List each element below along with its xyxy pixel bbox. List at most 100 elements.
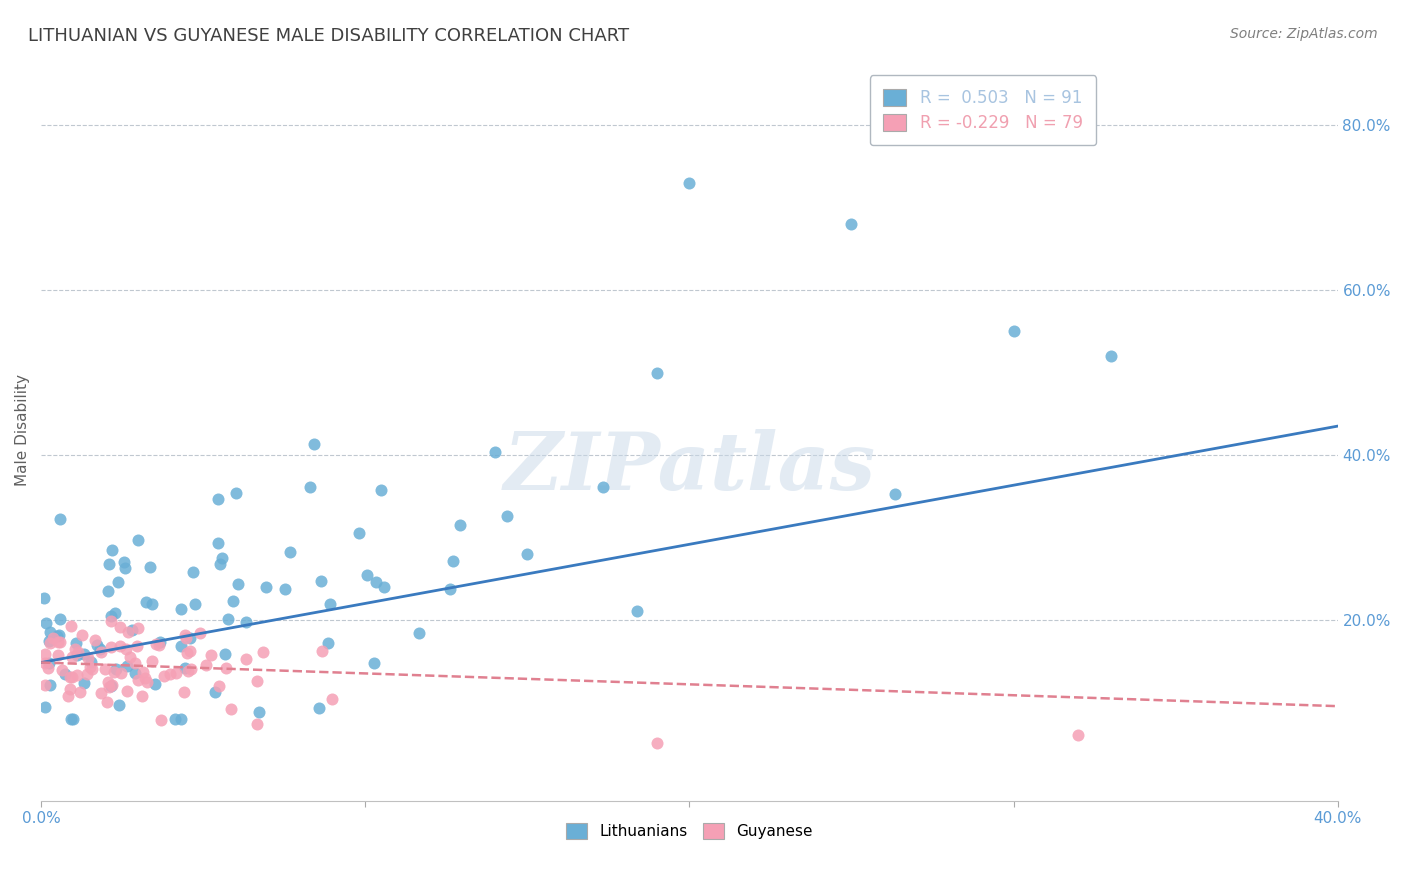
Point <box>165 665 187 680</box>
Point <box>516 548 538 562</box>
Point <box>100 614 122 628</box>
Point <box>59 619 82 633</box>
Point <box>176 646 198 660</box>
Point <box>59 681 82 696</box>
Point <box>97 583 120 598</box>
Point <box>35 615 58 630</box>
Point <box>127 621 149 635</box>
Point <box>34 591 56 605</box>
Point <box>115 659 138 673</box>
Point <box>59 670 82 684</box>
Point <box>117 625 139 640</box>
Point <box>134 671 156 685</box>
Point <box>200 648 222 663</box>
Point <box>165 712 187 726</box>
Point <box>311 574 333 588</box>
Point <box>173 661 195 675</box>
Point <box>49 612 72 626</box>
Point <box>645 736 668 750</box>
Text: LITHUANIAN VS GUYANESE MALE DISABILITY CORRELATION CHART: LITHUANIAN VS GUYANESE MALE DISABILITY C… <box>28 27 630 45</box>
Point <box>143 677 166 691</box>
Point <box>100 609 122 624</box>
Point <box>645 366 668 380</box>
Point <box>104 606 127 620</box>
Point <box>90 686 112 700</box>
Point <box>254 580 277 594</box>
Point <box>63 641 86 656</box>
Point <box>1099 349 1122 363</box>
Point <box>235 615 257 630</box>
Point <box>76 667 98 681</box>
Point <box>139 559 162 574</box>
Point <box>53 667 76 681</box>
Point <box>112 555 135 569</box>
Point <box>149 713 172 727</box>
Point <box>67 645 90 659</box>
Y-axis label: Male Disability: Male Disability <box>15 375 30 486</box>
Text: Source: ZipAtlas.com: Source: ZipAtlas.com <box>1230 27 1378 41</box>
Point <box>194 658 217 673</box>
Point <box>96 695 118 709</box>
Point <box>89 642 111 657</box>
Point <box>246 716 269 731</box>
Point <box>69 684 91 698</box>
Point <box>170 640 193 654</box>
Point <box>188 626 211 640</box>
Point <box>252 645 274 659</box>
Point <box>495 508 517 523</box>
Point <box>135 594 157 608</box>
Point <box>124 666 146 681</box>
Point <box>592 480 614 494</box>
Point <box>127 533 149 547</box>
Point <box>484 445 506 459</box>
Point <box>170 602 193 616</box>
Point <box>408 626 430 640</box>
Point <box>179 644 201 658</box>
Point <box>108 698 131 713</box>
Point <box>94 662 117 676</box>
Point <box>141 654 163 668</box>
Point <box>363 656 385 670</box>
Point <box>180 662 202 676</box>
Point <box>316 635 339 649</box>
Point <box>79 660 101 674</box>
Point <box>117 684 139 698</box>
Point <box>214 648 236 662</box>
Point <box>38 656 60 670</box>
Point <box>439 582 461 596</box>
Point <box>97 675 120 690</box>
Point <box>34 700 56 714</box>
Point <box>141 598 163 612</box>
Point <box>82 662 104 676</box>
Point <box>107 575 129 590</box>
Point <box>34 657 56 671</box>
Point <box>177 664 200 678</box>
Point <box>73 648 96 662</box>
Point <box>73 676 96 690</box>
Point <box>60 670 83 684</box>
Point <box>298 480 321 494</box>
Point <box>449 518 471 533</box>
Point <box>356 568 378 582</box>
Point <box>65 636 87 650</box>
Point <box>101 678 124 692</box>
Point <box>70 628 93 642</box>
Point <box>79 655 101 669</box>
Point <box>97 680 120 694</box>
Point <box>38 634 60 648</box>
Point <box>211 550 233 565</box>
Point <box>76 650 98 665</box>
Point <box>46 629 69 643</box>
Point <box>441 554 464 568</box>
Point <box>319 597 342 611</box>
Point <box>208 679 231 693</box>
Point <box>626 604 648 618</box>
Point <box>110 620 132 634</box>
Point <box>42 631 65 645</box>
Point <box>103 665 125 679</box>
Point <box>159 667 181 681</box>
Point <box>37 660 59 674</box>
Point <box>274 582 297 597</box>
Point <box>173 628 195 642</box>
Point <box>149 635 172 649</box>
